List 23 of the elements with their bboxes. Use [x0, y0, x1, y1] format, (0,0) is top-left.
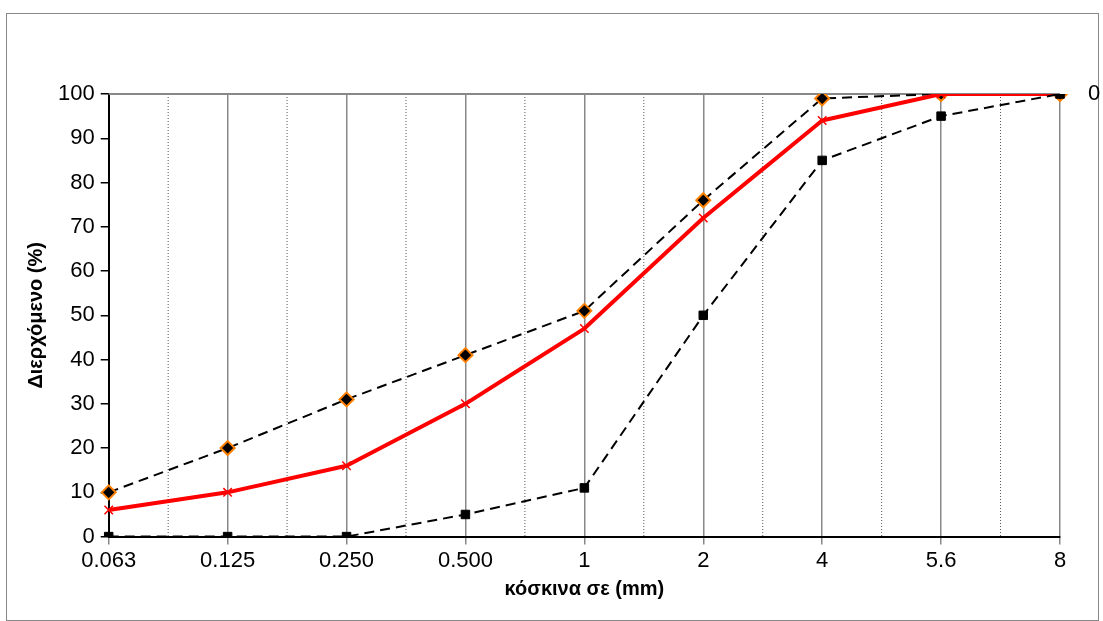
text: 0: [1088, 80, 1101, 106]
x-tick-label: 2: [697, 546, 710, 572]
y-tick-label: 20: [70, 434, 95, 460]
x-tick-label: 8: [1053, 546, 1067, 572]
x-tick-label: 0.500: [437, 546, 493, 572]
x-tick-label: 1: [578, 546, 591, 572]
x-tick-label: 0.063: [81, 546, 137, 572]
y-tick-label: 50: [70, 301, 95, 327]
y-tick-label: 30: [70, 389, 95, 415]
y-tick-label: 90: [70, 124, 95, 150]
x-tick-label: 0.125: [200, 546, 256, 572]
y-tick-label: 40: [70, 345, 95, 371]
y-tick-label: 100: [57, 80, 95, 106]
x-tick-label: 5.6: [925, 546, 957, 572]
y-tick-label: 80: [70, 168, 95, 194]
y-tick-label: 0: [82, 522, 95, 548]
x-tick-label: 4: [816, 546, 829, 572]
x-axis-title: κόσκινα σε (mm): [504, 576, 665, 599]
x-tick-label: 0.250: [319, 546, 375, 572]
y-tick-label: 70: [70, 212, 95, 238]
y-tick-label: 60: [70, 257, 95, 283]
y-tick-label: 10: [70, 478, 95, 504]
y-axis-title: Διερχόμενο (%): [23, 242, 46, 389]
